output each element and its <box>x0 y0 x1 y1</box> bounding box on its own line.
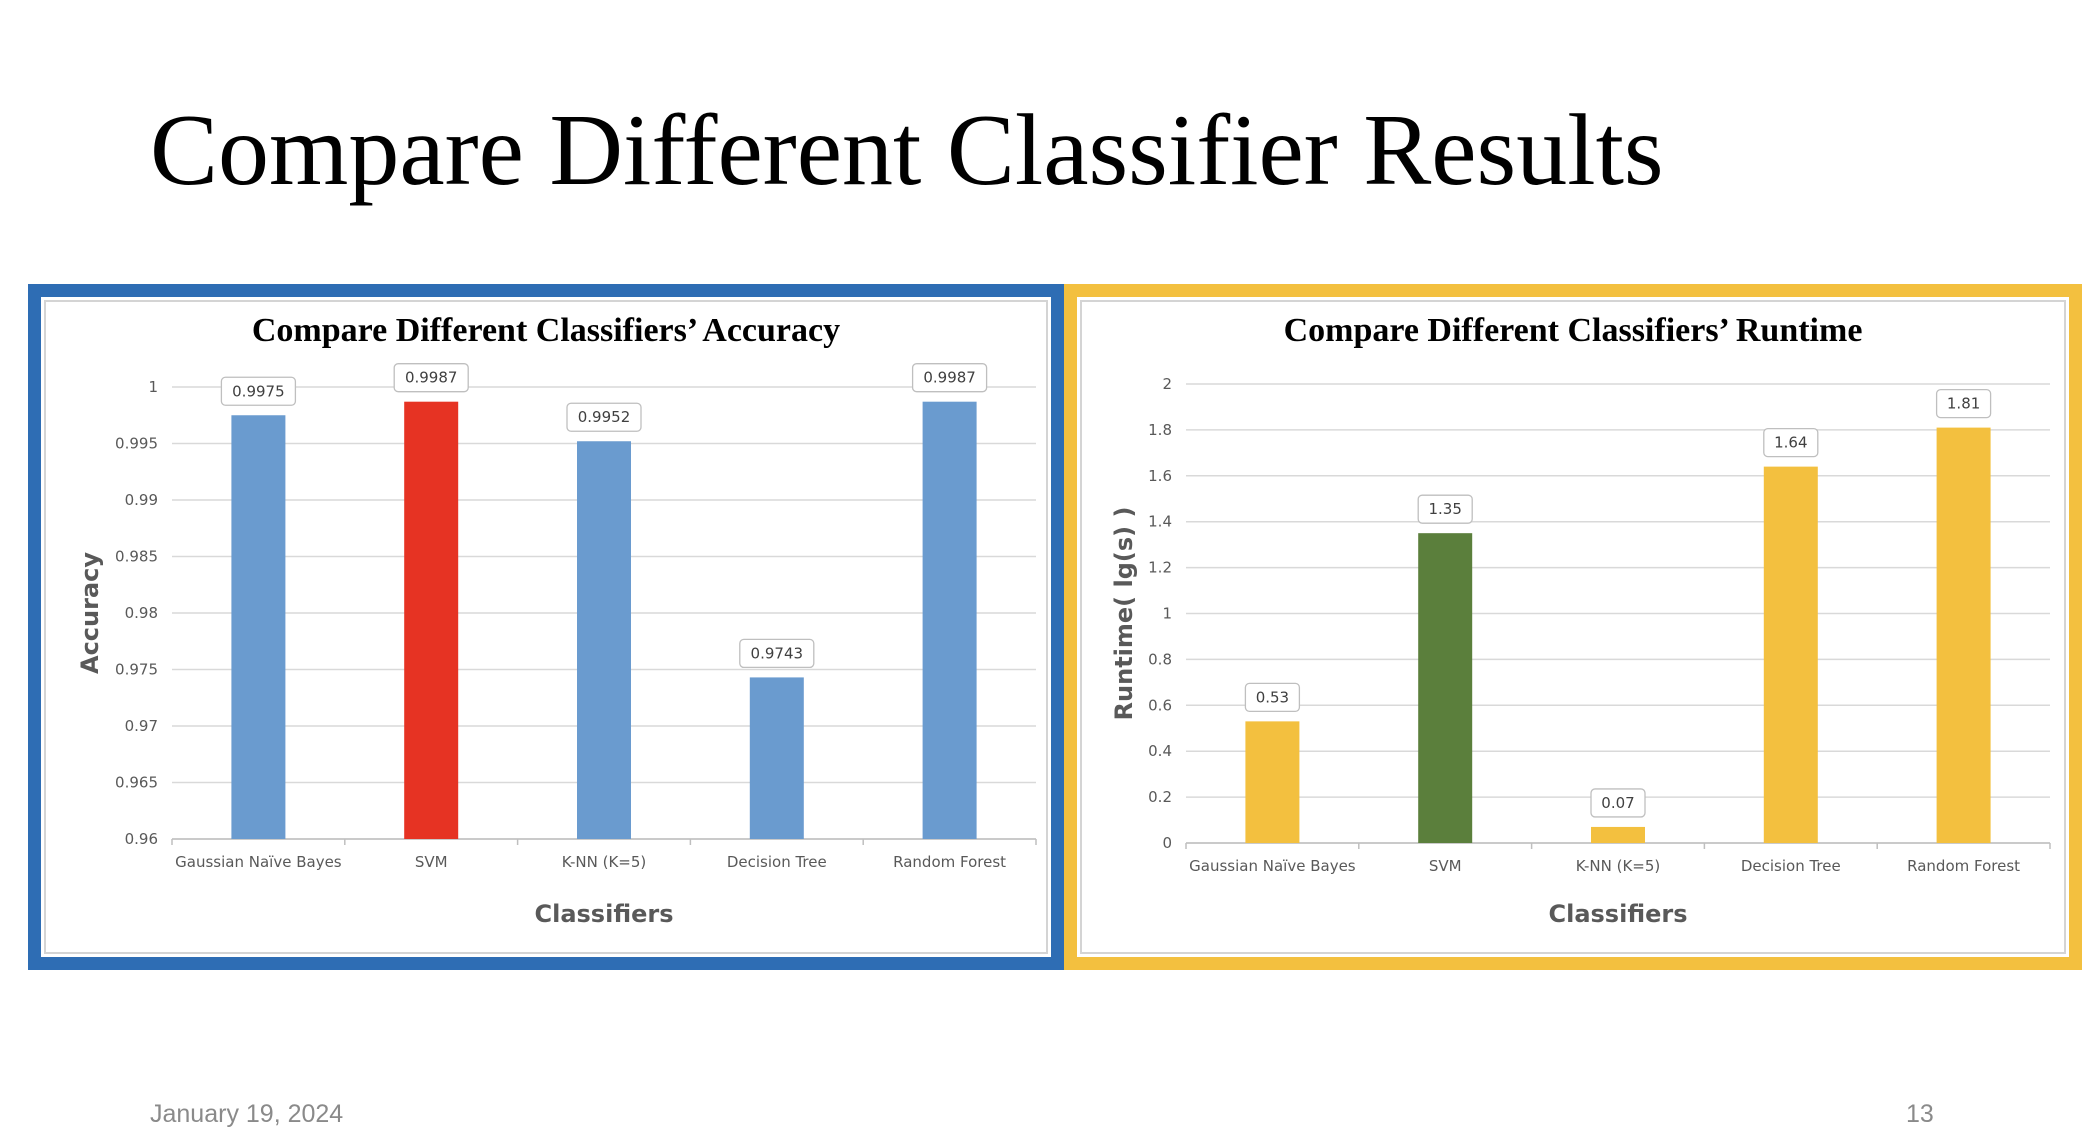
data-label: 1.35 <box>1428 500 1461 518</box>
y-tick-label: 1.6 <box>1148 467 1172 485</box>
data-label: 0.9987 <box>923 369 976 387</box>
bar <box>922 401 977 839</box>
y-tick-label: 0.97 <box>125 717 158 735</box>
data-label-box <box>911 363 988 393</box>
y-tick-label: 0.4 <box>1148 742 1172 760</box>
y-tick-label: 0.8 <box>1148 650 1172 668</box>
x-axis-title: Classifiers <box>534 900 673 928</box>
bar <box>404 401 459 839</box>
data-label-box <box>1244 682 1301 713</box>
y-tick-label: 1.8 <box>1148 421 1172 439</box>
accuracy-chart: 0.96 0.965 0.97 0.975 0.98 0.985 0.99 0.995 1 0.9… <box>76 363 1037 928</box>
x-category-label: K-NN (K=5) <box>1576 857 1661 875</box>
bar <box>1418 533 1473 843</box>
y-axis-title: Accuracy <box>76 552 104 674</box>
bar <box>1245 721 1300 843</box>
slide-title: Compare Different Classifier Results <box>150 94 1664 207</box>
y-tick-label: 0.6 <box>1148 696 1172 714</box>
data-label: 0.07 <box>1601 794 1634 812</box>
y-tick-label: 0 <box>1162 834 1172 852</box>
bar <box>1763 466 1818 843</box>
data-label-box <box>1935 388 1992 419</box>
y-axis-title: Runtime( lg(s) ) <box>1110 507 1138 721</box>
y-tick-label: 0.985 <box>115 548 158 566</box>
data-label: 0.53 <box>1256 688 1289 706</box>
y-tick-label: 0.98 <box>125 604 158 622</box>
x-category-label: Gaussian Naïve Bayes <box>175 853 342 871</box>
y-tick-label: 0.995 <box>115 435 158 453</box>
y-tick-label: 0.975 <box>115 661 158 679</box>
bar <box>1591 826 1645 843</box>
x-category-label: Random Forest <box>1907 857 2020 875</box>
x-axis-title: Classifiers <box>1548 900 1687 928</box>
bar <box>577 441 631 839</box>
data-label-box <box>1763 427 1819 458</box>
x-category-label: Decision Tree <box>727 853 827 871</box>
accuracy-chart-panel: Compare Different Classifiers’ Accuracy … <box>28 284 1064 970</box>
data-label: 1.64 <box>1774 434 1807 452</box>
data-label: 1.81 <box>1947 395 1980 413</box>
data-label-box <box>566 402 642 432</box>
data-label: 0.9987 <box>405 369 458 387</box>
y-tick-label: 1 <box>1162 605 1172 623</box>
y-tick-label: 2 <box>1162 375 1172 393</box>
data-label-box <box>1417 494 1473 524</box>
data-label-box <box>1590 788 1646 818</box>
accuracy-chart-title: Compare Different Classifiers’ Accuracy <box>251 312 841 349</box>
bar <box>231 415 286 839</box>
y-tick-label: 0.2 <box>1148 788 1172 806</box>
footer-date: January 19, 2024 <box>150 1100 344 1128</box>
data-label: 0.9952 <box>578 408 631 426</box>
runtime-chart-panel: Compare Different Classifiers’ Runtime 0… <box>1064 284 2082 970</box>
y-tick-label: 0.99 <box>125 491 158 509</box>
data-label-box <box>739 638 815 669</box>
data-label-box <box>393 363 469 393</box>
y-tick-label: 0.965 <box>115 774 158 792</box>
y-tick-label: 1.4 <box>1148 513 1172 531</box>
bar <box>1936 427 1991 843</box>
data-label-box <box>220 376 297 406</box>
runtime-chart-area: Compare Different Classifiers’ Runtime 0… <box>1080 300 2066 954</box>
x-category-label: Random Forest <box>893 853 1006 871</box>
y-tick-label: 1 <box>148 378 158 396</box>
data-label: 0.9743 <box>751 644 804 662</box>
runtime-chart-title: Compare Different Classifiers’ Runtime <box>1283 312 1863 349</box>
bar <box>749 677 804 839</box>
y-tick-label: 0.96 <box>125 830 158 848</box>
accuracy-chart-area: Compare Different Classifiers’ Accuracy … <box>44 300 1048 954</box>
runtime-chart: 0 0.2 0.4 0.6 0.8 1 1.2 1.4 1.6 1.8 2 0.53 Gaussian … <box>1110 375 2051 928</box>
x-category-label: SVM <box>415 853 448 871</box>
x-category-label: Decision Tree <box>1741 857 1841 875</box>
x-category-label: SVM <box>1429 857 1462 875</box>
x-category-label: K-NN (K=5) <box>562 853 647 871</box>
data-label: 0.9975 <box>232 382 285 400</box>
page-number: 13 <box>1906 1100 1934 1128</box>
y-tick-label: 1.2 <box>1148 559 1172 577</box>
x-category-label: Gaussian Naïve Bayes <box>1189 857 1356 875</box>
